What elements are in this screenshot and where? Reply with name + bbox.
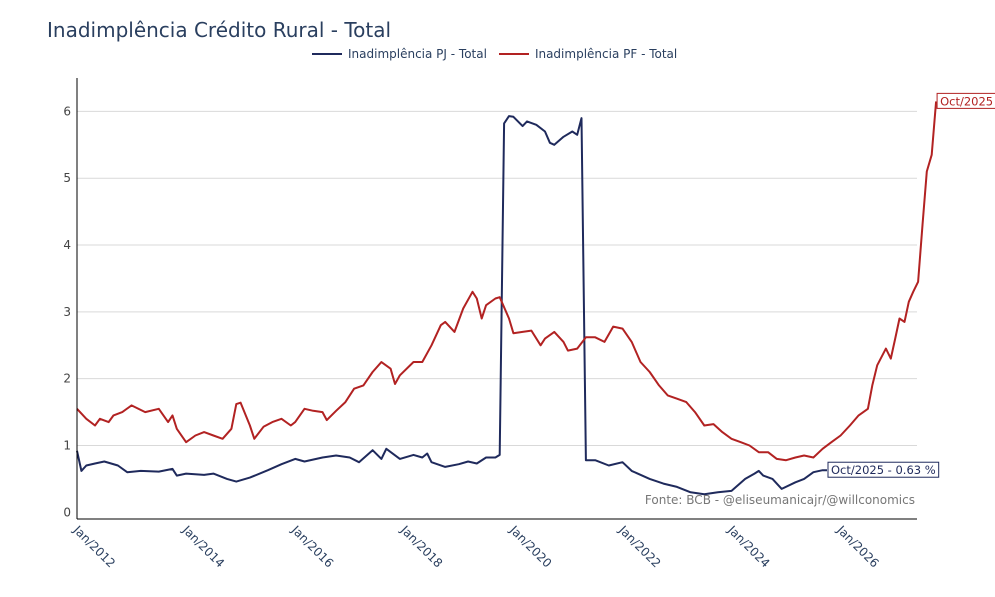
x-tick-label: Jan/2014 [179, 522, 227, 570]
annotation-box-pj [827, 461, 940, 478]
source-note: Fonte: BCB - @eliseumanicajr/@willconomi… [645, 493, 915, 507]
y-tick-label: 0 [63, 505, 71, 519]
x-tick-labels: Jan/2012 Jan/2014 Jan/2016 Jan/2018 Jan/2020… [70, 522, 882, 570]
legend-label-pf: Inadimplência PF - Total [534, 47, 678, 61]
x-tick-label: Jan/2026 [834, 522, 882, 570]
x-tick-label: Jan/2012 [70, 522, 118, 570]
gridlines [77, 110, 917, 446]
annotations: Oct/2025 - 0.63 % Oct/2025 - 6.15 % [827, 92, 995, 478]
y-tick-label: 5 [63, 171, 71, 185]
legend-item-pf[interactable]: Inadimplência PF - Total [498, 47, 678, 61]
y-tick-label: 2 [63, 372, 71, 386]
series-line-pj [76, 115, 827, 496]
x-tick-label: Jan/2018 [397, 522, 445, 570]
x-tick-label: Jan/2024 [724, 522, 772, 570]
x-tick-label: Jan/2020 [506, 522, 554, 570]
x-tick-label: Jan/2022 [615, 522, 663, 570]
annotation-pf: Oct/2025 - 6.15 % [940, 94, 995, 108]
series-lines [76, 101, 938, 496]
chart-title: Inadimplência Crédito Rural - Total [47, 18, 392, 42]
series-line-pf [76, 101, 938, 462]
y-tick-label: 4 [63, 238, 71, 252]
annotation-pj: Oct/2025 - 0.63 % [831, 463, 936, 477]
legend[interactable]: Inadimplência PJ - Total Inadimplência P… [312, 47, 677, 61]
legend-label-pj: Inadimplência PJ - Total [348, 47, 487, 61]
y-tick-label: 1 [63, 439, 71, 453]
y-tick-label: 3 [63, 305, 71, 319]
legend-item-pj[interactable]: Inadimplência PJ - Total [312, 47, 487, 61]
x-tick-label: Jan/2016 [288, 522, 336, 570]
legend-swatch-pf [498, 53, 529, 55]
axes [76, 78, 917, 520]
y-tick-label: 6 [63, 104, 71, 118]
y-tick-labels: 0 1 2 3 4 5 6 [63, 104, 71, 519]
legend-swatch-pj [312, 53, 342, 55]
annotation-box-pf [936, 92, 995, 109]
